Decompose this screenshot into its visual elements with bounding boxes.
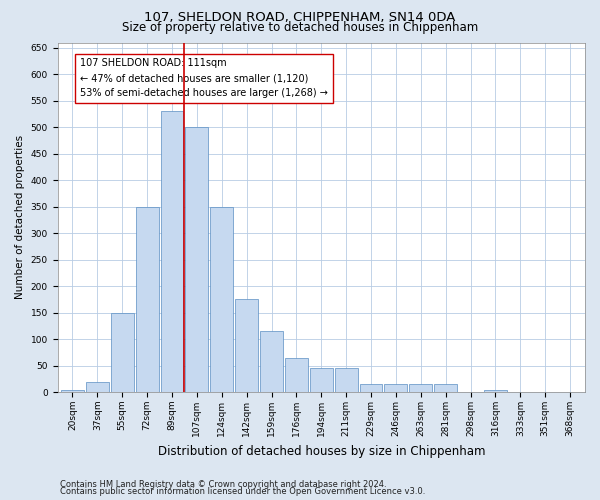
X-axis label: Distribution of detached houses by size in Chippenham: Distribution of detached houses by size …	[158, 444, 485, 458]
Text: 107, SHELDON ROAD, CHIPPENHAM, SN14 0DA: 107, SHELDON ROAD, CHIPPENHAM, SN14 0DA	[145, 10, 455, 24]
Bar	[185, 128, 208, 392]
Bar	[136, 206, 158, 392]
Bar	[260, 331, 283, 392]
Bar	[434, 384, 457, 392]
Bar	[385, 384, 407, 392]
Bar	[285, 358, 308, 392]
Y-axis label: Number of detached properties: Number of detached properties	[15, 136, 25, 300]
Text: Contains public sector information licensed under the Open Government Licence v3: Contains public sector information licen…	[60, 487, 425, 496]
Bar	[359, 384, 382, 392]
Bar	[210, 206, 233, 392]
Text: Size of property relative to detached houses in Chippenham: Size of property relative to detached ho…	[122, 22, 478, 35]
Bar	[310, 368, 333, 392]
Text: 107 SHELDON ROAD: 111sqm
← 47% of detached houses are smaller (1,120)
53% of sem: 107 SHELDON ROAD: 111sqm ← 47% of detach…	[80, 58, 328, 98]
Bar	[484, 390, 507, 392]
Bar	[86, 382, 109, 392]
Bar	[409, 384, 432, 392]
Bar	[335, 368, 358, 392]
Bar	[161, 112, 184, 392]
Text: Contains HM Land Registry data © Crown copyright and database right 2024.: Contains HM Land Registry data © Crown c…	[60, 480, 386, 489]
Bar	[235, 300, 258, 392]
Bar	[61, 390, 84, 392]
Bar	[111, 312, 134, 392]
